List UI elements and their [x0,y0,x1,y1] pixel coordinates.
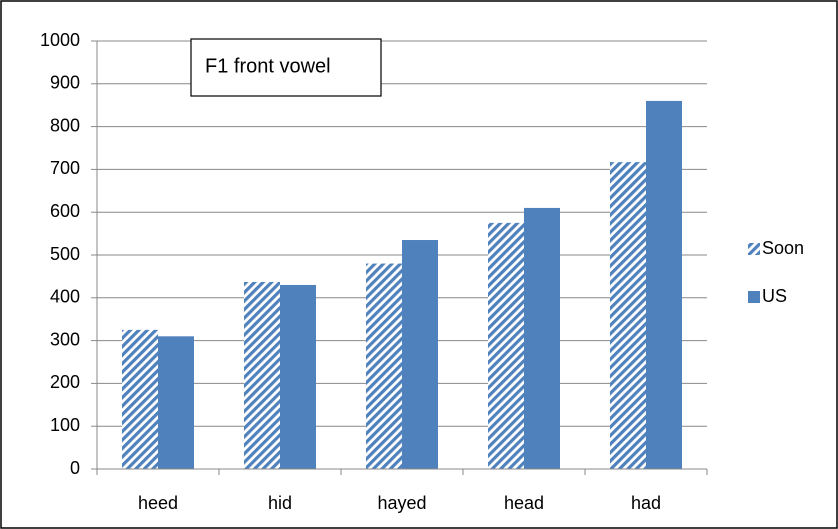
y-tick-label: 700 [50,158,80,178]
legend-label: US [762,286,787,306]
legend-label: Soon [762,238,804,258]
bar [280,284,316,469]
bar [158,336,194,469]
y-tick-label: 300 [50,329,80,349]
y-tick-label: 100 [50,415,80,435]
y-tick-label: 200 [50,372,80,392]
bar [366,263,402,469]
y-tick-label: 600 [50,201,80,221]
y-tick-label: 400 [50,287,80,307]
x-tick-label: had [631,493,661,513]
x-tick-label: heed [138,493,178,513]
bar [244,281,280,469]
legend-swatch [748,243,760,255]
annotation-box [190,38,382,97]
annotation: F1 front vowel [205,55,331,77]
bar [524,207,560,470]
y-tick-label: 500 [50,244,80,264]
legend-swatch [748,291,760,303]
x-tick-label: hayed [377,493,426,513]
bar [610,162,646,469]
bar [122,329,158,469]
y-tick-label: 800 [50,115,80,135]
y-tick-label: 0 [70,458,80,478]
y-tick-label: 900 [50,73,80,93]
bar [646,100,682,470]
bar [402,240,438,469]
x-tick-label: head [504,493,544,513]
bar [488,222,524,469]
y-tick-label: 1000 [40,30,80,50]
x-tick-label: hid [268,493,292,513]
